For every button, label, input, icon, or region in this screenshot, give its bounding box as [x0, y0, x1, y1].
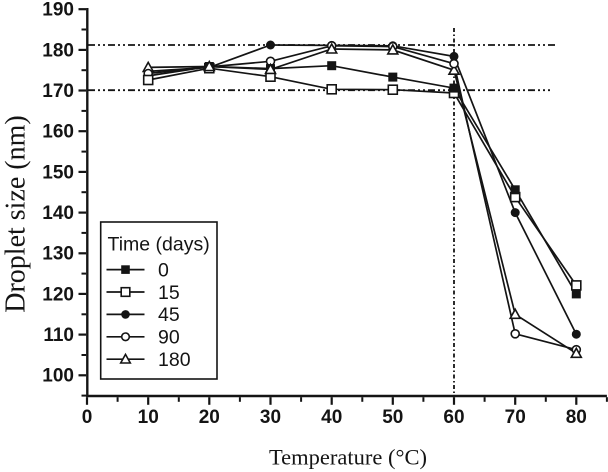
svg-text:170: 170 — [42, 81, 74, 102]
svg-text:Droplet size (nm): Droplet size (nm) — [1, 115, 32, 313]
svg-text:40: 40 — [321, 407, 342, 428]
svg-text:70: 70 — [505, 407, 526, 428]
svg-text:120: 120 — [42, 284, 74, 305]
svg-text:140: 140 — [42, 203, 74, 224]
svg-text:0: 0 — [158, 259, 169, 281]
svg-text:90: 90 — [158, 327, 180, 349]
svg-text:180: 180 — [158, 349, 191, 371]
svg-text:160: 160 — [42, 122, 74, 143]
svg-text:150: 150 — [42, 162, 74, 183]
svg-text:45: 45 — [158, 304, 180, 326]
svg-text:60: 60 — [443, 407, 464, 428]
svg-text:15: 15 — [158, 282, 180, 304]
svg-text:50: 50 — [382, 407, 403, 428]
svg-text:20: 20 — [199, 407, 220, 428]
svg-text:100: 100 — [42, 366, 74, 387]
svg-text:130: 130 — [42, 244, 74, 265]
svg-text:30: 30 — [260, 407, 281, 428]
svg-text:10: 10 — [138, 407, 159, 428]
svg-text:190: 190 — [42, 0, 74, 21]
svg-text:Time (days): Time (days) — [108, 234, 210, 256]
svg-text:110: 110 — [43, 325, 74, 346]
svg-text:0: 0 — [82, 407, 93, 428]
svg-text:80: 80 — [566, 407, 587, 428]
svg-text:Temperature (°C): Temperature (°C) — [269, 445, 427, 470]
svg-text:180: 180 — [42, 40, 74, 61]
